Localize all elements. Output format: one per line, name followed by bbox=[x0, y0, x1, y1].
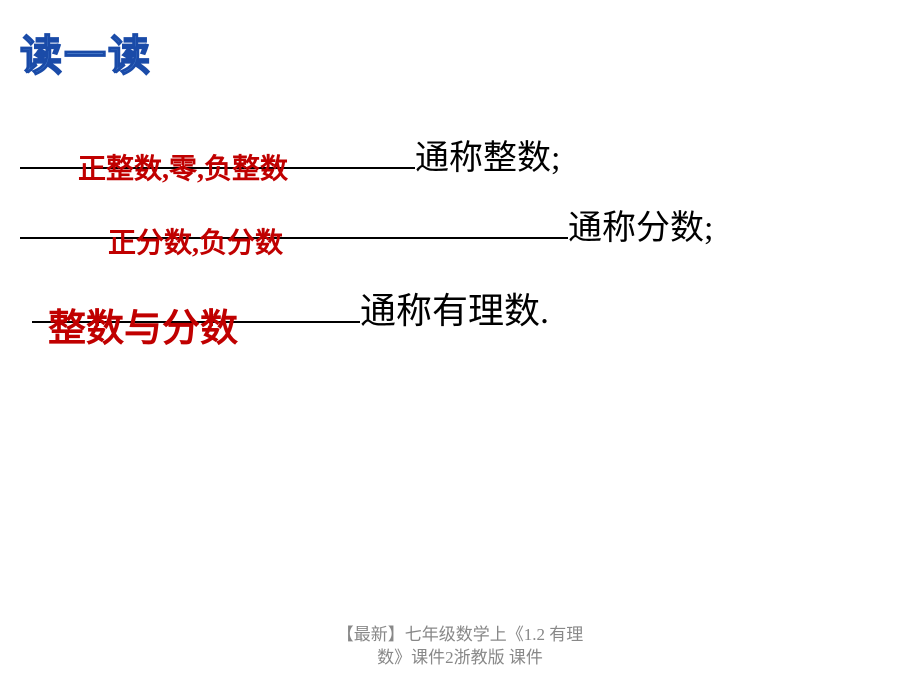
label-1: 通称整数; bbox=[415, 130, 560, 179]
underline-2 bbox=[20, 223, 568, 239]
blank-3: 整数与分数 bbox=[32, 307, 360, 328]
slide: 读一读 正整数,零,负整数 通称整数; 正分数,负分数 通称分数; 整数与分数 … bbox=[0, 0, 920, 690]
definition-row-2: 正分数,负分数 通称分数; bbox=[0, 200, 920, 264]
label-3: 通称有理数. bbox=[360, 282, 549, 334]
definition-row-1: 正整数,零,负整数 通称整数; bbox=[0, 130, 920, 194]
definition-row-3: 整数与分数 通称有理数. bbox=[0, 282, 920, 346]
fill-answer-1: 正整数,零,负整数 bbox=[78, 147, 288, 187]
label-2: 通称分数; bbox=[568, 200, 713, 249]
footer-line-2: 数》课件2浙教版 课件 bbox=[0, 647, 920, 670]
slide-header: 读一读 bbox=[20, 22, 152, 83]
fill-answer-2: 正分数,负分数 bbox=[108, 221, 283, 261]
blank-1: 正整数,零,负整数 bbox=[20, 153, 415, 174]
slide-footer: 【最新】七年级数学上《1.2 有理 数》课件2浙教版 课件 bbox=[0, 624, 920, 670]
blank-2: 正分数,负分数 bbox=[20, 223, 568, 244]
content-area: 正整数,零,负整数 通称整数; 正分数,负分数 通称分数; 整数与分数 通称有理… bbox=[0, 130, 920, 352]
footer-line-1: 【最新】七年级数学上《1.2 有理 bbox=[0, 624, 920, 647]
fill-answer-3: 整数与分数 bbox=[48, 297, 238, 352]
